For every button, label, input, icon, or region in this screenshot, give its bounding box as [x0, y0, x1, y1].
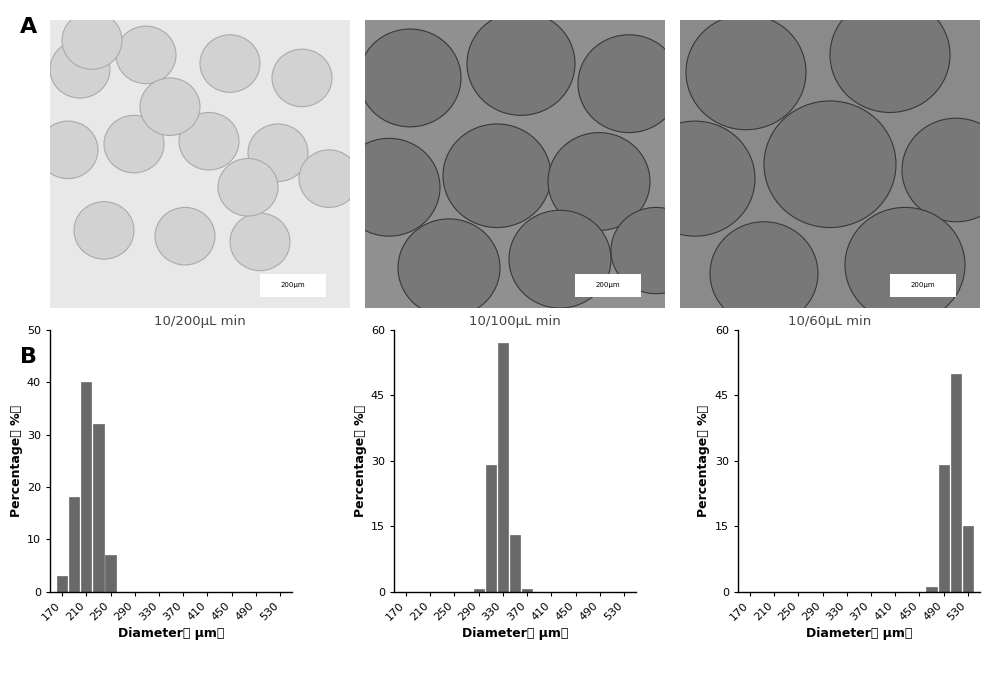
Bar — [951, 373, 961, 592]
Text: B: B — [20, 347, 37, 367]
Bar — [890, 273, 956, 296]
Y-axis label: Percentage（ %）: Percentage（ %） — [10, 405, 23, 517]
X-axis label: Diameter（ μm）: Diameter（ μm） — [806, 627, 912, 640]
X-axis label: Diameter（ μm）: Diameter（ μm） — [118, 627, 224, 640]
Bar — [498, 343, 508, 592]
Circle shape — [74, 202, 134, 259]
Circle shape — [155, 207, 215, 265]
Bar — [69, 498, 79, 592]
Circle shape — [104, 116, 164, 173]
Bar — [93, 424, 104, 592]
Bar — [926, 588, 937, 592]
Bar — [260, 273, 326, 296]
Circle shape — [179, 112, 239, 170]
Circle shape — [50, 41, 110, 98]
X-axis label: 10/100μL min: 10/100μL min — [469, 315, 561, 328]
Circle shape — [140, 78, 200, 135]
Bar — [57, 576, 67, 592]
Bar — [474, 590, 484, 592]
Circle shape — [686, 15, 806, 130]
Circle shape — [635, 121, 755, 236]
Bar — [105, 555, 116, 592]
Bar — [81, 382, 91, 592]
Circle shape — [359, 29, 461, 127]
Bar — [486, 465, 496, 592]
Y-axis label: Percentage（ %）: Percentage（ %） — [697, 405, 710, 517]
X-axis label: Diameter（ μm）: Diameter（ μm） — [462, 627, 568, 640]
Bar — [575, 273, 641, 296]
Circle shape — [218, 158, 278, 216]
Text: 200μm: 200μm — [911, 282, 935, 288]
Circle shape — [548, 133, 650, 231]
Circle shape — [830, 0, 950, 112]
Circle shape — [272, 49, 332, 107]
Circle shape — [845, 207, 965, 322]
Circle shape — [230, 213, 290, 271]
Circle shape — [200, 35, 260, 92]
Circle shape — [62, 12, 122, 69]
Circle shape — [338, 138, 440, 236]
Text: A: A — [20, 17, 37, 37]
Bar — [963, 526, 973, 592]
Text: 200μm: 200μm — [281, 282, 305, 288]
Circle shape — [443, 124, 551, 228]
X-axis label: 10/60μL min: 10/60μL min — [788, 315, 872, 328]
Y-axis label: Percentage（ %）: Percentage（ %） — [354, 405, 367, 517]
Circle shape — [398, 219, 500, 317]
Circle shape — [299, 150, 359, 207]
Circle shape — [509, 210, 611, 308]
Circle shape — [902, 118, 1000, 222]
Circle shape — [116, 26, 176, 84]
Bar — [939, 465, 949, 592]
Bar — [510, 535, 520, 592]
Circle shape — [578, 35, 680, 133]
Circle shape — [38, 121, 98, 179]
Circle shape — [710, 222, 818, 325]
Circle shape — [467, 12, 575, 116]
Circle shape — [611, 207, 701, 294]
Text: 200μm: 200μm — [596, 282, 620, 288]
Circle shape — [248, 124, 308, 182]
Bar — [522, 590, 532, 592]
X-axis label: 10/200μL min: 10/200μL min — [154, 315, 246, 328]
Circle shape — [764, 101, 896, 228]
